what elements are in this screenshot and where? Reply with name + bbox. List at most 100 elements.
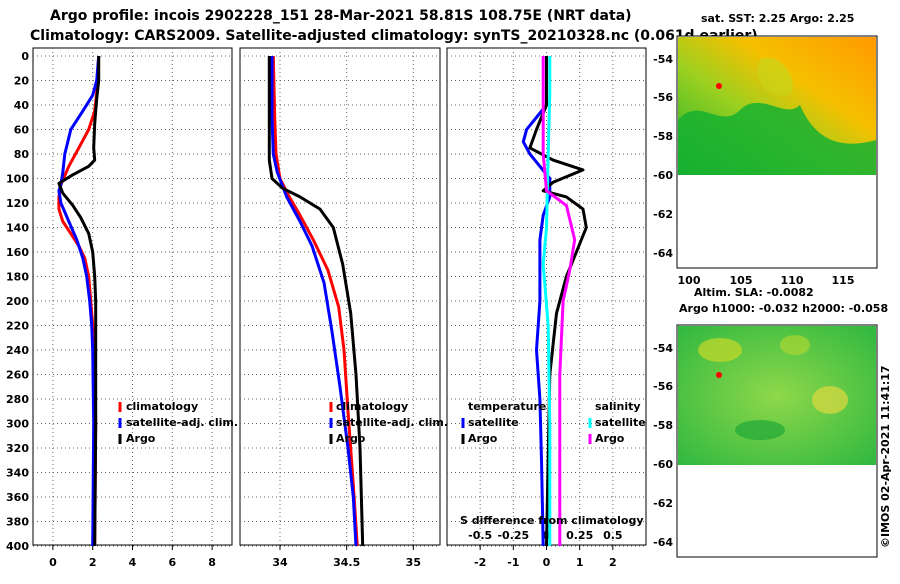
series-line-argo [267,56,365,547]
legend-climatology: climatology [126,400,198,413]
sst-map-title: sat. SST: 2.25 Argo: 2.25 [701,12,854,25]
legend-sal-argo: Argo [595,432,625,445]
x-tick-label: 0 [49,556,57,569]
legend-temperature-title: temperature [468,400,546,413]
y-tick-label: 60 [14,124,30,137]
series-line-climatology [271,55,359,547]
x-tick-label: 2 [609,556,617,569]
legend-sal-satellite: satellite [595,416,646,429]
sla-y-tick: -60 [653,458,673,471]
salinity-lines [267,55,365,547]
top-tick-label: 0.25 [566,529,593,542]
y-tick-label: 280 [6,393,29,406]
legend-argo: Argo [126,432,156,445]
sla-map-y-axis: -54 -56 -58 -60 -62 -64 [653,342,673,549]
x-tick-label: 34 [272,556,288,569]
legend-satellite: satellite-adj. clim. [336,416,448,429]
difference-x-axis: -2 -1 0 1 2 [474,545,617,569]
top-tick-label: -0.25 [497,529,529,542]
difference-lines [521,56,588,547]
salinity-difference-axis: -0.5 -0.25 0 0.25 0.5 [468,529,622,542]
y-tick-label: 340 [6,467,29,480]
y-tick-label: 260 [6,369,29,382]
x-tick-label: 2 [89,556,97,569]
y-tick-label: 300 [6,418,29,431]
sla-y-tick: -54 [653,342,673,355]
x-tick-label: -1 [507,556,519,569]
series-line-temperature-satellite [521,56,552,547]
salinity-legend: climatology satellite-adj. clim. Argo [329,400,448,445]
x-tick-label: 35 [406,556,421,569]
y-tick-label: 180 [6,271,29,284]
x-tick-label: 4 [129,556,137,569]
salinity-panel [239,47,441,546]
sst-x-tick: 115 [832,274,855,287]
sla-map-image [678,326,876,465]
y-tick-label: 80 [14,148,30,161]
sst-argo-marker [716,83,722,89]
legend-argo: Argo [336,432,366,445]
x-tick-label: 8 [208,556,216,569]
y-tick-label: 120 [6,197,29,210]
sla-argo-marker [716,372,722,378]
sla-map-title-1: Altim. SLA: -0.0082 [694,286,814,299]
legend-temp-satellite: satellite [468,416,519,429]
x-tick-label: 0 [543,556,551,569]
x-tick-label: 34.5 [333,556,360,569]
sst-x-tick: 110 [781,274,804,287]
sst-y-tick: -56 [653,91,673,104]
credit: ©IMOS 02-Apr-2021 11:41:17 [879,365,892,548]
sla-map-title-2: Argo h1000: -0.032 h2000: -0.058 [679,302,888,315]
temperature-legend: climatology satellite-adj. clim. Argo [118,400,238,445]
y-tick-label: 220 [6,320,29,333]
y-tick-label: 20 [14,75,30,88]
series-line-satellite-adj-clim- [270,56,358,547]
x-tick-label: -2 [474,556,486,569]
sst-y-tick: -60 [653,169,673,182]
y-tick-label: 320 [6,442,29,455]
y-tick-label: 200 [6,295,29,308]
sst-cold-region [678,102,876,175]
legend-salinity-title: salinity [595,400,641,413]
difference-xlabel: S difference from climatology [460,514,644,527]
sla-patch [735,420,785,440]
sst-y-tick: -64 [653,247,673,260]
difference-legend: temperature satellite Argo salinity sate… [460,400,646,527]
salinity-x-axis: 34 34.5 35 [272,545,421,569]
sst-warm-patch [757,58,793,96]
legend-satellite: satellite-adj. clim. [126,416,238,429]
x-tick-label: 1 [576,556,584,569]
depth-axis: 0 20 40 60 80 100 120 140 160 180 200 220 240 260 280 3… [6,50,29,553]
top-tick-label: 0.5 [603,529,623,542]
sst-x-tick: 100 [678,274,701,287]
sla-patch [812,386,848,414]
x-tick-label: 6 [168,556,176,569]
y-tick-label: 240 [6,344,29,357]
sst-y-tick: -58 [653,130,673,143]
series-line-argo [57,56,101,547]
top-tick-label: -0.5 [468,529,492,542]
y-tick-label: 100 [6,173,29,186]
y-tick-label: 40 [14,99,30,112]
sst-y-tick: -54 [653,53,673,66]
series-line-salinity-argo [541,56,577,546]
sla-patch [780,335,810,355]
y-tick-label: 380 [6,516,29,529]
sla-y-tick: -64 [653,536,673,549]
sla-y-tick: -62 [653,497,673,510]
temperature-x-axis: 0 2 4 6 8 [49,545,216,569]
sst-map-y-axis: -54 -56 -58 -60 -62 -64 [653,53,673,260]
temperature-lines [57,55,101,547]
y-tick-label: 400 [6,540,29,553]
legend-climatology: climatology [336,400,408,413]
title-line-2: Climatology: CARS2009. Satellite-adjuste… [30,28,758,44]
series-line-temperature-argo [528,56,588,547]
sla-y-tick: -56 [653,380,673,393]
y-tick-label: 160 [6,246,29,259]
temperature-grid [33,48,232,547]
sla-patch [698,338,742,362]
y-tick-label: 0 [21,50,29,63]
series-line-satellite-adj-clim- [57,55,101,547]
sst-x-tick: 105 [730,274,753,287]
sst-map-x-axis: 100 105 110 115 [678,274,855,287]
